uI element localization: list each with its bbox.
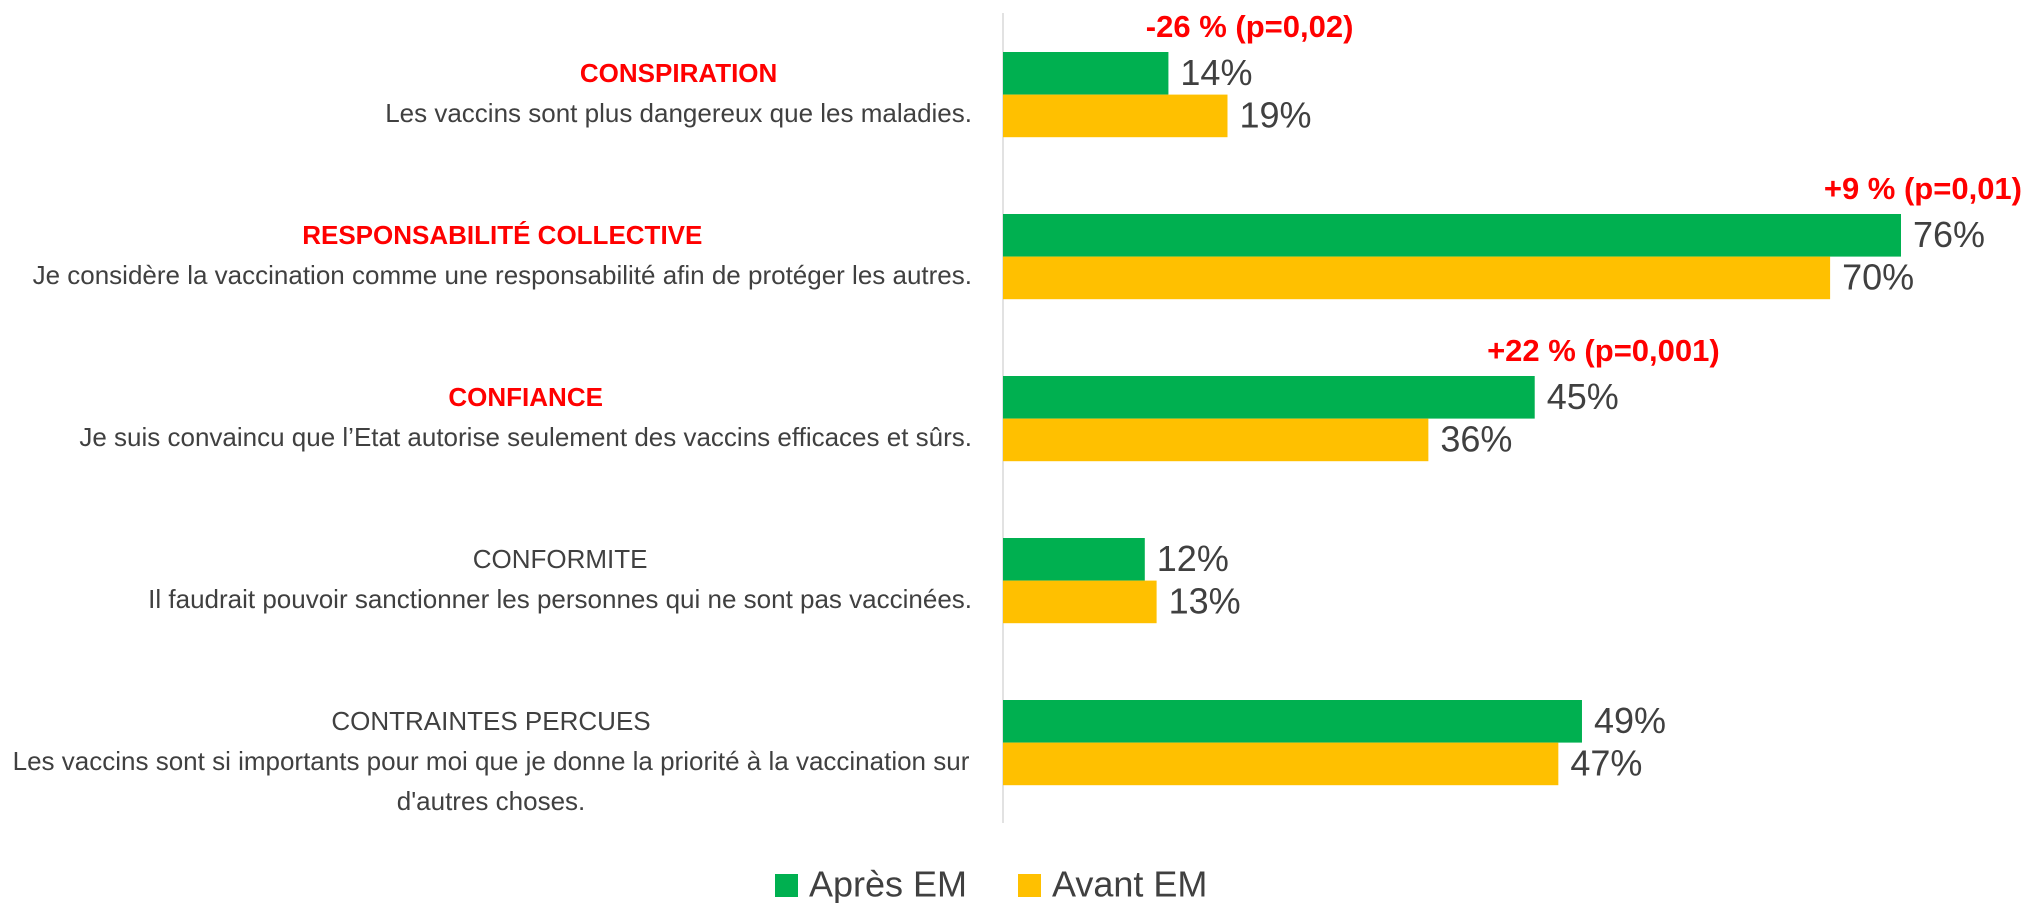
category-label: CONTRAINTES PERCUES Les vaccins sont si i…	[10, 701, 972, 821]
category-label: CONFORMITE Il faudrait pouvoir sanctionne…	[10, 539, 972, 619]
category-label-block: CONFORMITE Il faudrait pouvoir sanctionne…	[148, 539, 972, 619]
bar	[1003, 214, 1901, 257]
value-label: 14%	[1180, 52, 1252, 93]
bar	[1003, 376, 1535, 419]
category-label: RESPONSABILITÉ COLLECTIVE Je considère la…	[10, 215, 972, 295]
bar	[1003, 94, 1228, 138]
category-description: Je considère la vaccination comme une re…	[32, 260, 972, 290]
annotation: +9 % (p=0,01)	[1824, 171, 2022, 206]
value-label: 19%	[1240, 94, 1312, 135]
bar	[1003, 256, 1831, 300]
value-label: 70%	[1842, 256, 1914, 297]
legend-label: Avant EM	[1052, 864, 1207, 903]
value-label: 36%	[1440, 418, 1512, 459]
category-label: CONSPIRATION Les vaccins sont plus danger…	[10, 53, 972, 133]
category-label-block: RESPONSABILITÉ COLLECTIVE Je considère la…	[33, 215, 972, 295]
category-title: CONFORMITE	[472, 544, 648, 574]
value-label: 49%	[1594, 700, 1666, 741]
bar	[1003, 418, 1429, 462]
bar	[1003, 538, 1145, 581]
category-label: CONFIANCE Je suis convaincu que l’Etat au…	[10, 377, 972, 457]
legend-swatch	[775, 874, 798, 897]
category-label-block: CONSPIRATION Les vaccins sont plus danger…	[385, 53, 972, 133]
category-title: RESPONSABILITÉ COLLECTIVE	[302, 220, 703, 250]
bar	[1003, 580, 1157, 624]
annotation: -26 % (p=0,02)	[1146, 9, 1354, 44]
value-label: 13%	[1169, 580, 1241, 621]
value-label: 47%	[1570, 742, 1642, 783]
category-description: Les vaccins sont plus dangereux que les …	[385, 98, 972, 128]
legend-swatch	[1018, 874, 1041, 897]
category-description: Il faudrait pouvoir sanctionner les pers…	[148, 584, 972, 614]
category-description: Je suis convaincu que l’Etat autorise se…	[79, 422, 972, 452]
category-label-block: CONTRAINTES PERCUES Les vaccins sont si i…	[10, 701, 972, 821]
category-description: Les vaccins sont si importants pour moi …	[12, 746, 970, 816]
legend-label: Après EM	[809, 864, 967, 903]
category-title: CONFIANCE	[448, 382, 603, 412]
bar	[1003, 52, 1169, 95]
value-label: 12%	[1157, 538, 1229, 579]
value-label: 45%	[1547, 376, 1619, 417]
bar	[1003, 700, 1582, 743]
category-title: CONTRAINTES PERCUES	[331, 706, 651, 736]
category-label-block: CONFIANCE Je suis convaincu que l’Etat au…	[79, 377, 972, 457]
annotation: +22 % (p=0,001)	[1487, 333, 1720, 368]
bar	[1003, 742, 1559, 786]
value-label: 76%	[1913, 214, 1985, 255]
category-title: CONSPIRATION	[579, 58, 778, 88]
